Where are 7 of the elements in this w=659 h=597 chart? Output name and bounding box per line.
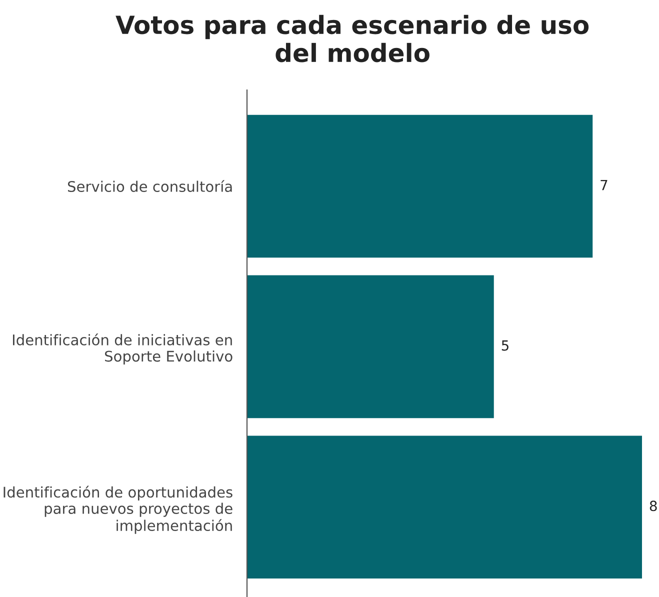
y-tick-label: Identificación de oportunidades para nuevos proyectos de implementación (4, 486, 232, 534)
data-label: 5 (502, 340, 508, 351)
chart-title: Votos para cada escenario de uso del modelo (116, 14, 589, 62)
data-label: 7 (600, 180, 608, 190)
y-tick-label: Servicio de consultoría (68, 180, 232, 192)
data-label: 8 (650, 500, 657, 512)
y-tick-label: Identificación de iniciativas en Soporte Evolutivo (12, 334, 232, 365)
